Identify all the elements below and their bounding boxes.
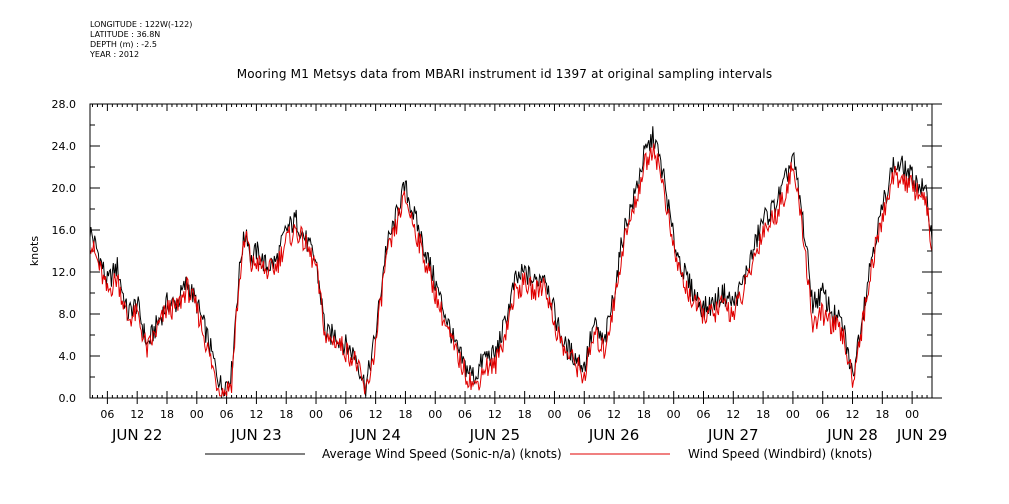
legend: Average Wind Speed (Sonic-n/a) (knots) W… (205, 447, 872, 461)
x-tick-label: 12 (369, 408, 383, 421)
y-tick-label: 8.0 (59, 308, 77, 321)
metadata-block: LONGITUDE : 122W(-122) LATITUDE : 36.8N … (90, 20, 192, 60)
x-tick-label: 18 (875, 408, 889, 421)
y-axis: 0.0 4.0 8.0 12.0 16.0 20.0 24.0 28.0 (52, 98, 942, 405)
x-tick-label: 00 (547, 408, 561, 421)
x-tick-label: 06 (458, 408, 472, 421)
x-tick-label: 18 (279, 408, 293, 421)
metadata-longitude: LONGITUDE : 122W(-122) (90, 20, 193, 29)
y-tick-label: 12.0 (52, 266, 77, 279)
x-tick-label: 12 (607, 408, 621, 421)
chart-title: Mooring M1 Metsys data from MBARI instru… (236, 67, 773, 81)
x-tick-label: 12 (726, 408, 740, 421)
x-tick-label: 18 (756, 408, 770, 421)
metadata-depth: DEPTH (m) : -2.5 (90, 40, 157, 49)
x-day-label: JUN 27 (707, 426, 758, 444)
x-tick-label: 06 (339, 408, 353, 421)
y-tick-label: 20.0 (52, 182, 77, 195)
x-day-label: JUN 23 (230, 426, 281, 444)
metadata-year: YEAR : 2012 (90, 50, 140, 59)
y-axis-label: knots (28, 236, 41, 266)
x-axis: 06 12 18 00 06 12 18 00 06 12 18 00 06 12 18 00 06 12 18 00… (100, 398, 947, 444)
y-tick-label: 28.0 (52, 98, 77, 111)
series-lines (89, 126, 933, 397)
plot-frame (89, 103, 933, 399)
x-day-label: JUN 28 (826, 426, 877, 444)
legend-label-windbird: Wind Speed (Windbird) (knots) (688, 447, 872, 461)
x-tick-label: 18 (518, 408, 532, 421)
x-tick-label: 12 (488, 408, 502, 421)
y-tick-label: 0.0 (59, 392, 77, 405)
x-day-label: JUN 24 (349, 426, 400, 444)
x-day-label: JUN 22 (111, 426, 162, 444)
x-tick-label: 12 (130, 408, 144, 421)
x-tick-label: 06 (816, 408, 830, 421)
y-tick-label: 16.0 (52, 224, 77, 237)
x-tick-label: 00 (309, 408, 323, 421)
series-line-windbird (89, 143, 933, 397)
x-tick-label: 00 (428, 408, 442, 421)
x-tick-label: 06 (100, 408, 114, 421)
x-day-label: JUN 26 (588, 426, 639, 444)
y-tick-label: 4.0 (59, 350, 77, 363)
x-tick-label: 18 (637, 408, 651, 421)
x-tick-label: 06 (577, 408, 591, 421)
legend-label-avg: Average Wind Speed (Sonic-n/a) (knots) (322, 447, 562, 461)
y-tick-label: 24.0 (52, 140, 77, 153)
x-day-label: JUN 25 (469, 426, 520, 444)
x-tick-label: 00 (786, 408, 800, 421)
x-tick-label: 12 (846, 408, 860, 421)
x-tick-label: 00 (905, 408, 919, 421)
x-tick-label: 18 (398, 408, 412, 421)
x-tick-label: 06 (220, 408, 234, 421)
x-tick-label: 12 (249, 408, 263, 421)
x-tick-label: 06 (696, 408, 710, 421)
x-tick-label: 00 (667, 408, 681, 421)
x-day-label: JUN 29 (896, 426, 947, 444)
x-tick-label: 18 (160, 408, 174, 421)
x-tick-label: 00 (190, 408, 204, 421)
metadata-latitude: LATITUDE : 36.8N (90, 30, 161, 39)
